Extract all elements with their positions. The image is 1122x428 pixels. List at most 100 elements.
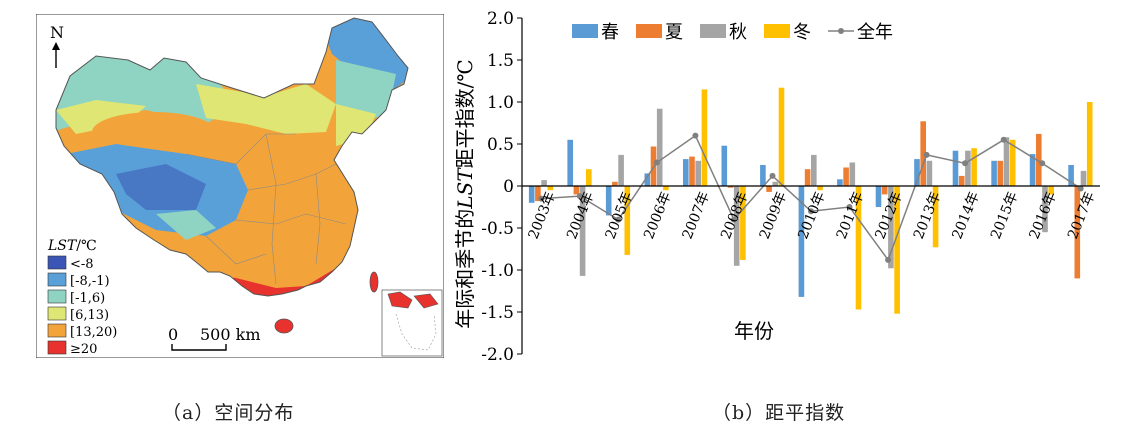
legend-label: [13,20) [70, 325, 117, 340]
bar-春-2006年 [644, 173, 651, 186]
bar-冬-2012年 [894, 186, 900, 314]
bar-冬-2010年 [817, 186, 823, 191]
bar-夏-2014年 [958, 175, 965, 186]
line-layer [538, 132, 1084, 263]
legend-label: [6,13) [70, 308, 109, 323]
province-boundaries [185, 133, 347, 285]
bar-冬-2009年 [778, 87, 785, 186]
annual-point-2012年 [885, 256, 892, 263]
y-axis-label: 年际和季节的LST距平指数/℃ [453, 59, 477, 328]
bar-春-2005年 [605, 186, 612, 216]
axes-layer [521, 18, 1100, 354]
bar-夏-2016年 [1036, 133, 1042, 186]
map-legend: LST/℃ <-8 [-8,-1) [-1,6) [6,13) [13,20) ≥20 [47, 238, 117, 357]
bar-秋-2014年 [965, 150, 971, 186]
category-label: 2009年 [757, 190, 790, 242]
legend-swatch [47, 340, 67, 355]
annual-point-2010年 [808, 208, 814, 215]
y-tick-label: 2.0 [487, 9, 514, 29]
annual-point-2009年 [769, 172, 776, 179]
legend-label: <-8 [70, 257, 94, 272]
bar-秋-2010年 [811, 154, 817, 186]
lst-spatial-map: N LST/℃ <-8 [-8,-1) [-1,6) [6,13) [13,20) ≥20… [35, 13, 445, 359]
y-tick-label: 0.5 [487, 135, 514, 155]
y-tick-label: 1.5 [487, 51, 514, 71]
bar-秋-2011年 [849, 162, 856, 186]
legend-swatch [47, 306, 67, 321]
bar-冬-2004年 [586, 169, 592, 186]
bar-春-2003年 [528, 186, 535, 203]
legend-marker-annual [838, 28, 844, 34]
annual-point-2017年 [1077, 185, 1084, 192]
legend-swatch [47, 255, 67, 270]
bar-春-2010年 [798, 186, 805, 297]
bar-秋-2009年 [772, 181, 779, 186]
chart-legend: 春 夏 秋 冬 全年 [572, 22, 893, 43]
caption-spatial-distribution: （a）空间分布 [162, 402, 295, 424]
annual-point-2008年 [730, 216, 737, 223]
legend-label-夏: 夏 [665, 22, 683, 43]
legend-label: [-1,6) [70, 291, 105, 306]
bar-冬-2014年 [971, 148, 977, 186]
bar-夏-2015年 [997, 160, 1004, 186]
annual-point-2004年 [576, 193, 583, 200]
bar-秋-2012年 [888, 186, 894, 269]
bar-冬-2017年 [1086, 102, 1093, 186]
bar-春-2008年 [721, 145, 728, 186]
legend-label: [-8,-1) [70, 274, 110, 289]
y-tick-label: -1.5 [481, 303, 514, 323]
map-svg: N LST/℃ <-8 [-8,-1) [-1,6) [6,13) [13,20) ≥20… [35, 13, 445, 359]
hainan-island [274, 318, 294, 334]
bar-春-2007年 [683, 159, 689, 186]
north-arrow: N [50, 23, 64, 68]
bar-春-2012年 [875, 186, 882, 207]
svg-text:LST/℃: LST/℃ [47, 238, 97, 254]
x-axis-label: 年份 [734, 319, 774, 343]
bar-秋-2004年 [579, 186, 586, 276]
annual-point-2005年 [615, 216, 622, 223]
category-label: 2017年 [1065, 190, 1098, 242]
bar-冬-2011年 [855, 186, 862, 310]
y-tick-label: -0.5 [481, 219, 514, 239]
legend-swatch-秋 [700, 24, 726, 38]
legend-swatch-夏 [636, 24, 662, 38]
category-label: 2015年 [988, 190, 1021, 242]
annual-point-2015年 [1000, 136, 1007, 143]
bar-冬-2003年 [547, 186, 554, 191]
caption-anomaly-index: （b）距平指数 [712, 402, 846, 424]
legend-swatch [47, 289, 67, 304]
legend-swatch-冬 [764, 24, 790, 38]
y-tick-label: 0 [503, 177, 514, 197]
bar-春-2004年 [567, 139, 573, 186]
bar-夏-2004年 [573, 186, 580, 195]
bar-春-2016年 [1029, 154, 1036, 186]
scale-bar: 0 500 km [168, 325, 261, 351]
anomaly-chart: 2.0 1.5 1.0 0.5 0 -0.5 -1.0 -1.5 -2.0 2003年 2004年… [453, 9, 1100, 365]
legend-label-冬: 冬 [793, 22, 811, 43]
bar-夏-2012年 [881, 186, 888, 195]
south-sea-inset [381, 289, 443, 357]
bar-春-2013年 [914, 159, 920, 186]
scale-bar-distance: 500 km [200, 325, 261, 344]
bar-春-2015年 [991, 160, 997, 186]
annual-point-2007年 [692, 132, 699, 139]
taiwan-island [369, 271, 379, 293]
bar-夏-2003年 [535, 186, 541, 202]
legend-label: ≥20 [70, 342, 97, 357]
ticks-layer: 2.0 1.5 1.0 0.5 0 -0.5 -1.0 -1.5 -2.0 [481, 9, 522, 365]
category-label: 2013年 [911, 190, 944, 242]
anomaly-chart-panel: 2.0 1.5 1.0 0.5 0 -0.5 -1.0 -1.5 -2.0 2003年 2004年… [440, 8, 1122, 365]
annual-point-2003年 [538, 195, 545, 202]
category-label: 2014年 [949, 190, 982, 242]
bar-秋-2017年 [1080, 170, 1087, 186]
bar-夏-2011年 [843, 167, 849, 186]
north-label: N [50, 23, 64, 42]
bar-冬-2016年 [1048, 186, 1054, 195]
china-outline [55, 17, 409, 297]
category-label: 2016年 [1026, 190, 1059, 242]
category-label: 2006年 [641, 190, 674, 242]
bar-秋-2016年 [1042, 186, 1048, 233]
bars-layer [528, 87, 1093, 314]
bar-秋-2013年 [926, 160, 933, 186]
bar-冬-2015年 [1009, 139, 1016, 186]
